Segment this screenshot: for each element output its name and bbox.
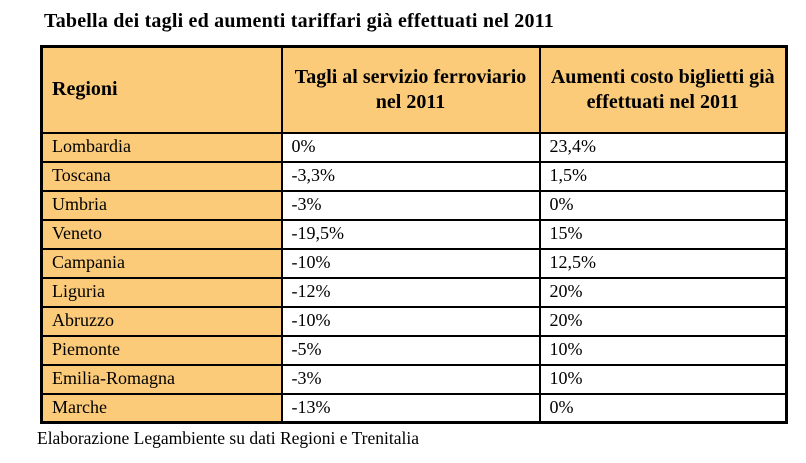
table-row: Liguria -12% 20% (40, 276, 788, 308)
tagli-value-cell: -3% (280, 189, 541, 221)
aumenti-value-cell: 20% (538, 305, 788, 337)
table-row: Campania -10% 12,5% (40, 247, 788, 279)
table-row: Piemonte -5% 10% (40, 334, 788, 366)
column-header-aumenti: Aumenti costo biglietti già effettuati n… (538, 45, 788, 134)
region-name-cell: Abruzzo (40, 305, 283, 337)
tagli-value-cell: 0% (280, 131, 541, 163)
table-row: Abruzzo -10% 20% (40, 305, 788, 337)
tagli-value-cell: -3% (280, 363, 541, 395)
region-name-cell: Lombardia (40, 131, 283, 163)
tagli-value-cell: -3,3% (280, 160, 541, 192)
region-name-cell: Marche (40, 392, 283, 424)
tagli-value-cell: -10% (280, 247, 541, 279)
tagli-value-cell: -13% (280, 392, 541, 424)
region-name-cell: Campania (40, 247, 283, 279)
aumenti-value-cell: 10% (538, 363, 788, 395)
region-name-cell: Veneto (40, 218, 283, 250)
aumenti-value-cell: 15% (538, 218, 788, 250)
region-name-cell: Piemonte (40, 334, 283, 366)
aumenti-value-cell: 0% (538, 189, 788, 221)
region-name-cell: Liguria (40, 276, 283, 308)
source-note: Elaborazione Legambiente su dati Regioni… (37, 428, 419, 448)
table-row: Marche -13% 0% (40, 392, 788, 424)
region-name-cell: Emilia-Romagna (40, 363, 283, 395)
table-row: Veneto -19,5% 15% (40, 218, 788, 250)
table-title: Tabella dei tagli ed aumenti tariffari g… (44, 10, 554, 32)
table-row: Umbria -3% 0% (40, 189, 788, 221)
aumenti-value-cell: 0% (538, 392, 788, 424)
tagli-value-cell: -10% (280, 305, 541, 337)
aumenti-value-cell: 12,5% (538, 247, 788, 279)
table-row: Toscana -3,3% 1,5% (40, 160, 788, 192)
tagli-value-cell: -5% (280, 334, 541, 366)
column-header-regioni: Regioni (40, 45, 283, 134)
aumenti-value-cell: 1,5% (538, 160, 788, 192)
aumenti-value-cell: 10% (538, 334, 788, 366)
table-row: Lombardia 0% 23,4% (40, 131, 788, 163)
header-row: Regioni Tagli al servizio ferroviario ne… (40, 45, 788, 134)
aumenti-value-cell: 23,4% (538, 131, 788, 163)
aumenti-value-cell: 20% (538, 276, 788, 308)
tagli-value-cell: -12% (280, 276, 541, 308)
region-name-cell: Umbria (40, 189, 283, 221)
column-header-tagli: Tagli al servizio ferroviario nel 2011 (280, 45, 541, 134)
region-name-cell: Toscana (40, 160, 283, 192)
tagli-value-cell: -19,5% (280, 218, 541, 250)
table-row: Emilia-Romagna -3% 10% (40, 363, 788, 395)
tariff-cuts-table: Regioni Tagli al servizio ferroviario ne… (40, 45, 788, 424)
